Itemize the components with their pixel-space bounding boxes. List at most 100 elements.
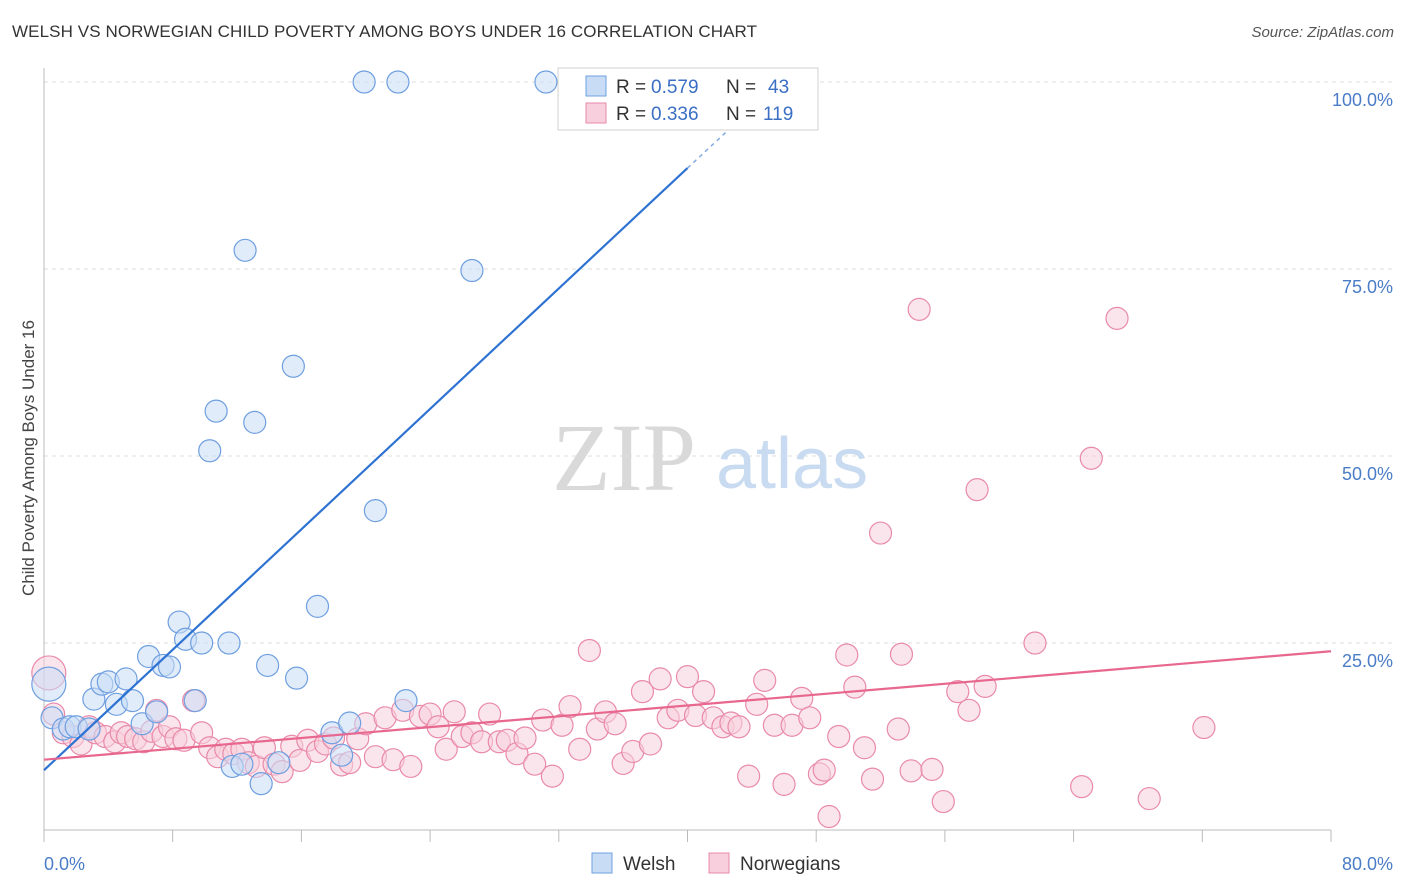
- source-label: Source: ZipAtlas.com: [1251, 24, 1394, 41]
- legend-norwegian-n-value: 119: [763, 104, 793, 125]
- norwegian-point: [1070, 775, 1094, 799]
- norwegian-trend-line: [43, 650, 1332, 761]
- norwegian-point: [399, 754, 423, 779]
- y-axis-title: Child Poverty Among Boys Under 16: [19, 320, 38, 596]
- norwegian-point: [817, 804, 841, 829]
- welsh-point: [145, 700, 169, 724]
- norwegian-point: [790, 686, 814, 710]
- norwegian-points: [31, 297, 1216, 829]
- norwegian-point: [753, 668, 777, 693]
- welsh-point: [190, 631, 214, 655]
- x-axis-ticks: [43, 830, 1332, 842]
- legend-welsh-swatch: [585, 75, 607, 97]
- norwegian-point: [860, 767, 885, 791]
- norwegian-point: [442, 700, 466, 724]
- norwegian-point: [478, 702, 502, 726]
- norwegian-point: [907, 297, 931, 321]
- welsh-point: [157, 655, 182, 679]
- norwegian-point: [675, 665, 700, 689]
- norwegian-point: [1023, 631, 1047, 655]
- y-tick-label: 50.0%: [1342, 464, 1393, 484]
- norwegian-point: [889, 642, 914, 666]
- welsh-point: [352, 70, 376, 94]
- norwegian-point: [772, 772, 796, 796]
- welsh-point: [31, 666, 67, 702]
- legend-welsh-r-label: R =: [616, 77, 646, 98]
- norwegian-point: [513, 726, 537, 750]
- norwegian-point: [1079, 446, 1103, 470]
- norwegian-point: [577, 638, 601, 663]
- watermark: ZIP atlas: [552, 404, 868, 511]
- welsh-point: [338, 711, 362, 735]
- norwegian-point: [957, 698, 981, 722]
- norwegian-point: [737, 764, 761, 788]
- welsh-point: [243, 410, 267, 434]
- trend-lines: [43, 122, 1332, 771]
- welsh-points: [31, 70, 558, 796]
- welsh-trend-line: [43, 167, 689, 771]
- welsh-point: [183, 688, 207, 713]
- welsh-point: [230, 752, 254, 776]
- norwegian-point: [531, 708, 555, 732]
- norwegian-point: [835, 643, 859, 667]
- welsh-point: [281, 354, 305, 378]
- welsh-point: [305, 594, 330, 618]
- norwegian-point: [558, 694, 582, 719]
- watermark-zip: ZIP: [552, 404, 696, 511]
- y-tick-labels: 25.0% 50.0% 75.0% 100.0%: [1332, 90, 1393, 671]
- legend: R = 0.579 N = 43 R = 0.336 N = 119: [557, 67, 819, 131]
- norwegian-point: [603, 712, 627, 736]
- y-tick-label: 75.0%: [1342, 277, 1393, 297]
- bottom-legend-norwegian-swatch: [708, 852, 730, 874]
- norwegian-point: [745, 692, 769, 716]
- norwegian-point: [812, 758, 836, 782]
- norwegian-point: [648, 667, 672, 691]
- norwegian-point: [630, 680, 655, 704]
- norwegian-point: [931, 789, 955, 814]
- y-tick-label: 25.0%: [1342, 651, 1393, 671]
- welsh-point: [534, 70, 558, 94]
- norwegian-point: [434, 737, 458, 761]
- welsh-point: [460, 258, 484, 283]
- welsh-point: [114, 667, 138, 691]
- welsh-point: [233, 238, 257, 262]
- chart-title: WELSH VS NORWEGIAN CHILD POVERTY AMONG B…: [12, 22, 758, 41]
- norwegian-point: [523, 752, 547, 776]
- bottom-legend-norwegian-label: Norwegians: [740, 854, 840, 875]
- welsh-point: [386, 70, 410, 94]
- watermark-atlas: atlas: [716, 424, 868, 504]
- norwegian-point: [843, 675, 867, 699]
- welsh-point: [256, 653, 280, 678]
- norwegian-point: [540, 764, 564, 788]
- norwegian-point: [827, 724, 851, 749]
- welsh-point: [120, 688, 145, 713]
- welsh-point: [249, 772, 273, 796]
- legend-welsh-r-value: 0.579: [651, 77, 699, 98]
- y-tick-label: 100.0%: [1332, 90, 1393, 110]
- welsh-point: [198, 439, 222, 463]
- norwegian-point: [727, 715, 751, 739]
- welsh-trend-line-extension: [686, 122, 737, 169]
- legend-norwegian-n-label: N =: [726, 104, 756, 125]
- welsh-point: [320, 721, 344, 745]
- legend-norwegian-r-value: 0.336: [651, 104, 699, 125]
- norwegian-point: [1105, 306, 1129, 330]
- norwegian-point: [920, 757, 944, 782]
- norwegian-point: [1192, 715, 1216, 740]
- norwegian-point: [638, 732, 663, 756]
- bottom-legend: Welsh Norwegians: [591, 852, 840, 875]
- welsh-point: [330, 743, 354, 767]
- norwegian-point: [1137, 786, 1161, 811]
- norwegian-point: [965, 478, 989, 502]
- welsh-point: [394, 688, 418, 713]
- welsh-point: [284, 666, 309, 690]
- norwegian-point: [798, 706, 822, 730]
- norwegian-point: [899, 759, 923, 783]
- welsh-point: [267, 751, 291, 775]
- x-tick-label-min: 0.0%: [44, 854, 85, 874]
- legend-norwegian-swatch: [585, 102, 607, 124]
- norwegian-point: [868, 521, 893, 545]
- norwegian-point: [691, 680, 716, 704]
- welsh-point: [204, 399, 228, 423]
